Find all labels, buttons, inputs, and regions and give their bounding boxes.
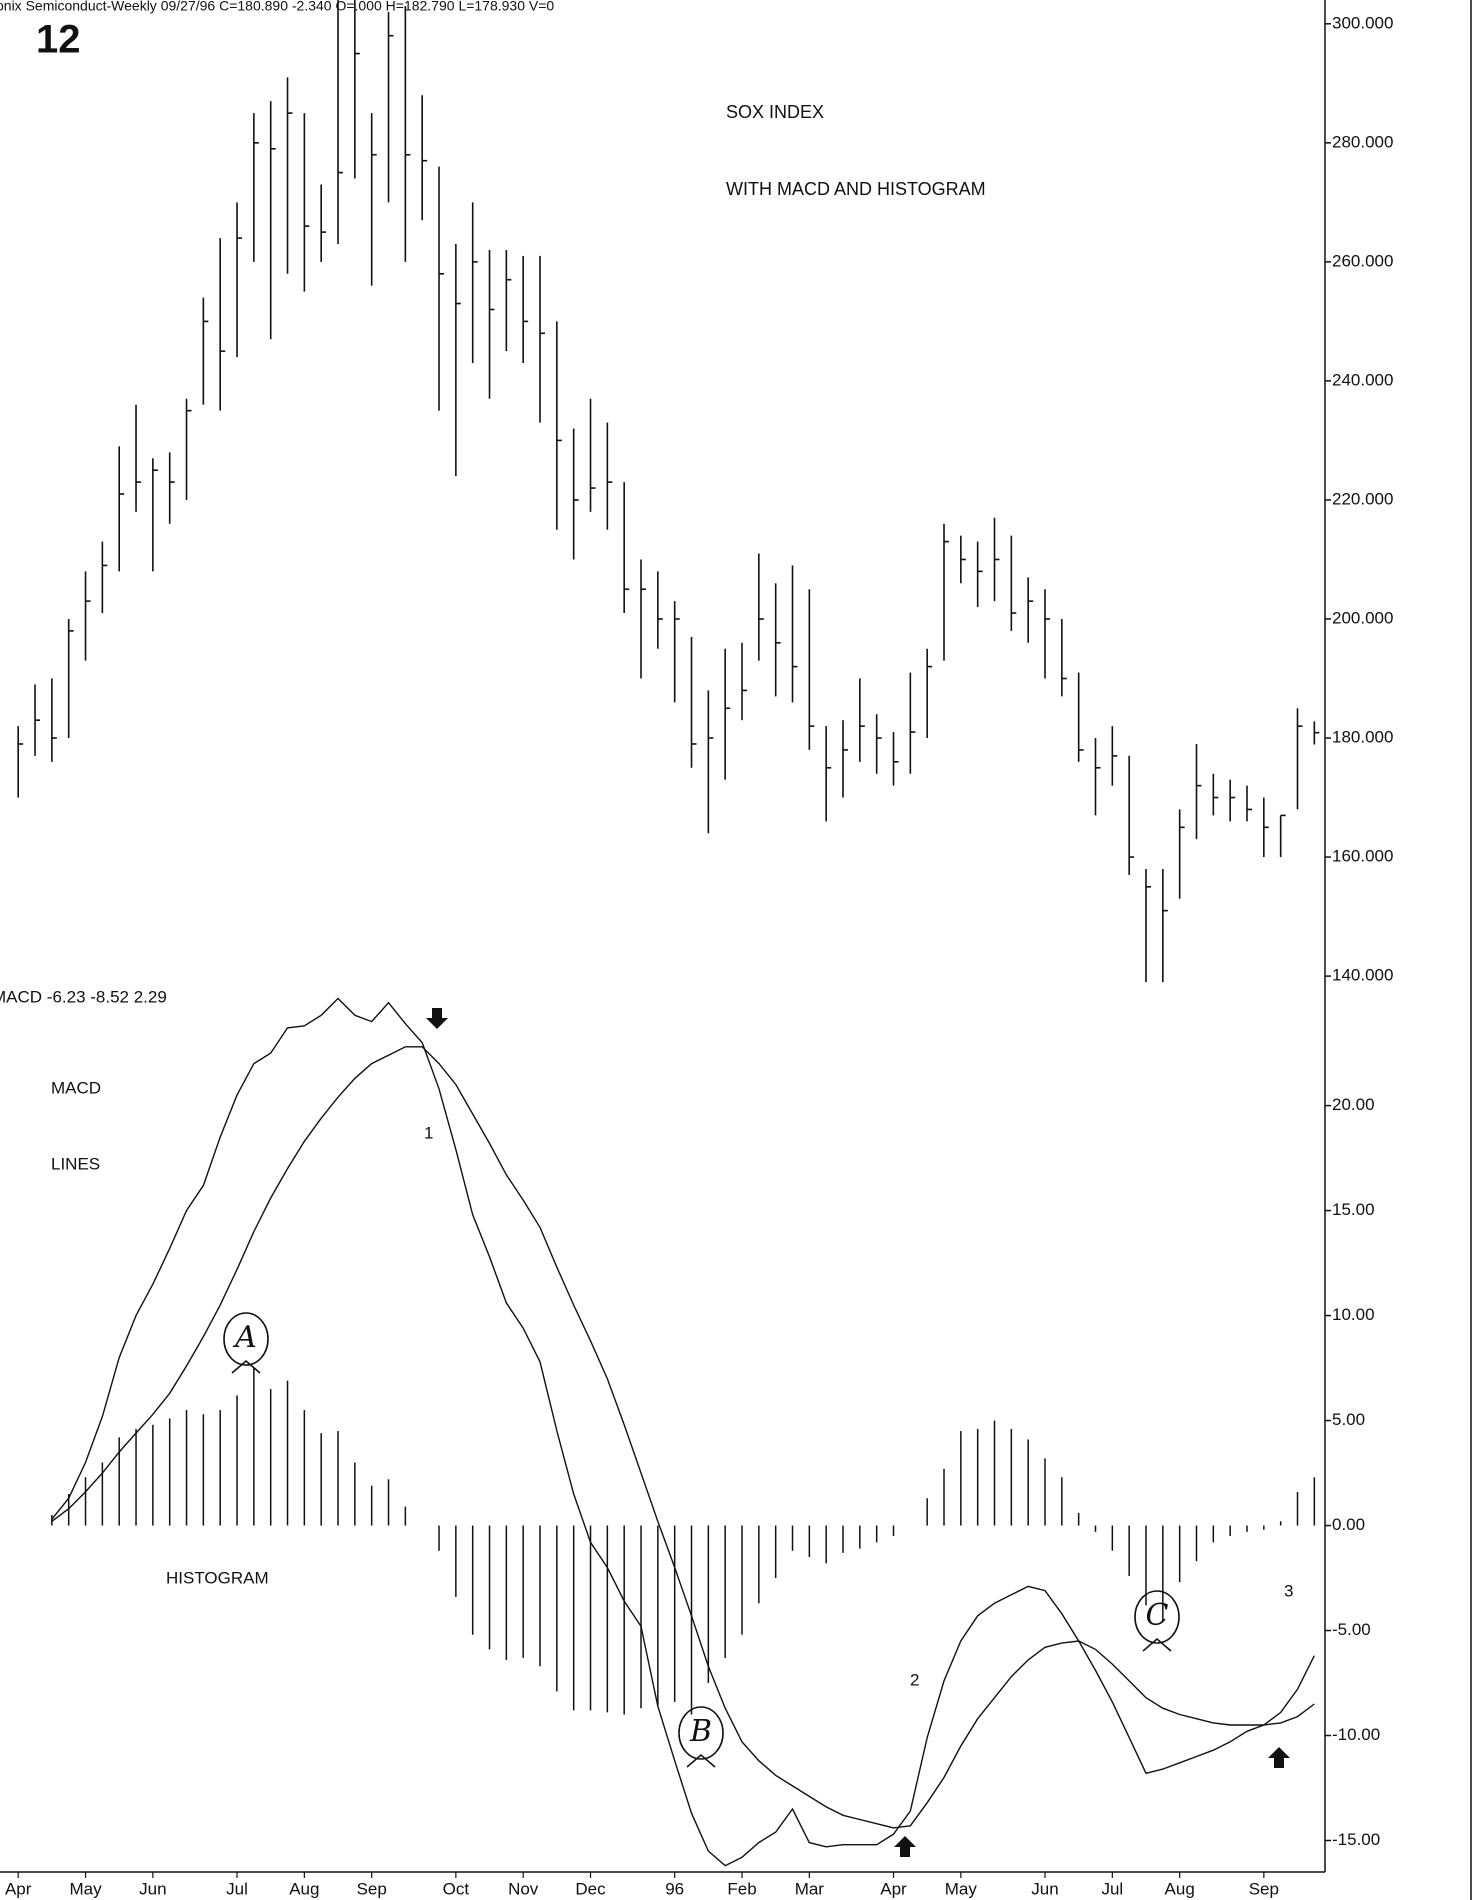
x-tick-label: Sep — [357, 1879, 387, 1898]
y-tick-label: 240.000 — [1332, 370, 1393, 389]
y-tick-label: 280.000 — [1332, 132, 1393, 151]
y-tick-label: 20.00 — [1332, 1095, 1375, 1114]
annotation: C — [1146, 1598, 1169, 1633]
x-tick-label: Nov — [508, 1879, 539, 1898]
x-tick-label: Apr — [5, 1879, 32, 1898]
y-tick-label: -5.00 — [1332, 1620, 1371, 1639]
y-tick-label: 160.000 — [1332, 847, 1393, 866]
annotation: 2 — [910, 1670, 919, 1689]
hand-circle — [678, 1706, 724, 1760]
x-tick-label: Jul — [1101, 1879, 1123, 1898]
figure-number: 12 — [36, 18, 81, 62]
annotation: A — [232, 1320, 257, 1355]
chart-title: SOX INDEX — [726, 102, 824, 122]
x-tick-label: Aug — [289, 1879, 319, 1898]
annotation: LINES — [51, 1154, 100, 1173]
macd-header: MACD -6.23 -8.52 2.29 — [0, 987, 167, 1006]
x-tick-label: May — [69, 1879, 102, 1898]
y-tick-label: 15.00 — [1332, 1200, 1375, 1219]
x-tick-label: Sep — [1249, 1879, 1279, 1898]
x-tick-label: Aug — [1165, 1879, 1195, 1898]
x-tick-label: 96 — [665, 1879, 684, 1898]
x-tick-label: Jul — [226, 1879, 248, 1898]
y-tick-label: 0.00 — [1332, 1515, 1365, 1534]
x-tick-label: Apr — [880, 1879, 907, 1898]
signal-line — [51, 1046, 1315, 1829]
hand-mark — [686, 1753, 716, 1768]
x-tick-label: Jun — [139, 1879, 166, 1898]
y-tick-label: -15.00 — [1332, 1830, 1380, 1849]
x-tick-label: Jun — [1031, 1879, 1058, 1898]
y-tick-label: 5.00 — [1332, 1410, 1365, 1429]
annotation: 1 — [424, 1123, 433, 1142]
y-tick-label: 220.000 — [1332, 489, 1393, 508]
y-tick-label: 300.000 — [1332, 13, 1393, 32]
y-tick-label: 10.00 — [1332, 1305, 1375, 1324]
x-tick-label: Mar — [795, 1879, 825, 1898]
chart-subtitle: WITH MACD AND HISTOGRAM — [726, 179, 986, 199]
y-tick-label: 200.000 — [1332, 608, 1393, 627]
hand-mark — [231, 1359, 261, 1374]
arrow-up — [1268, 1747, 1290, 1768]
hand-mark — [1142, 1637, 1172, 1652]
hand-circle — [223, 1312, 269, 1366]
hand-circle — [1134, 1590, 1180, 1644]
y-tick-label: 180.000 — [1332, 728, 1393, 747]
y-tick-label: 140.000 — [1332, 966, 1393, 985]
chart-header: onix Semiconduct-Weekly 09/27/96 C=180.8… — [0, 0, 554, 14]
x-tick-label: Oct — [443, 1879, 470, 1898]
macd-line — [51, 997, 1315, 1867]
annotation: MACD — [51, 1078, 101, 1097]
y-tick-label: -10.00 — [1332, 1725, 1380, 1744]
annotation: HISTOGRAM — [166, 1568, 269, 1587]
annotation: 3 — [1284, 1581, 1293, 1600]
arrow-down — [426, 1008, 448, 1029]
y-tick-label: 260.000 — [1332, 251, 1393, 270]
x-tick-label: May — [945, 1879, 978, 1898]
x-tick-label: Dec — [575, 1879, 606, 1898]
arrow-up — [894, 1836, 916, 1857]
annotation: B — [689, 1714, 712, 1749]
x-tick-label: Feb — [727, 1879, 756, 1898]
